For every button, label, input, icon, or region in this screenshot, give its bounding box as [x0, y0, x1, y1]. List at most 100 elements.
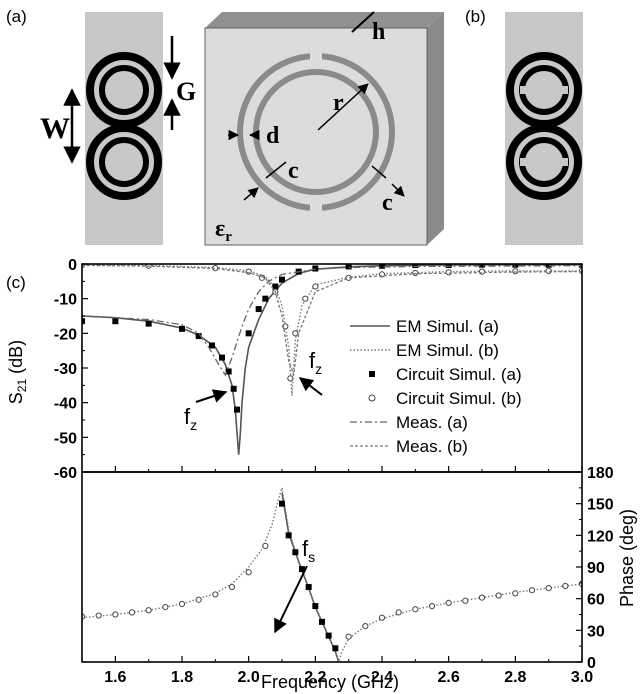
y-tick-label: -20	[54, 326, 77, 343]
data-point-square	[219, 354, 225, 361]
series-meas-a	[82, 265, 582, 377]
fz-annotation-left: fz	[184, 389, 228, 433]
phase-plot: 0 30 60 90 120 150 180 1.6 1.8 2.0 2.2 2.4 2.6 2.8 3.0	[81, 465, 614, 686]
legend-label: Meas. (b)	[396, 437, 468, 456]
data-point-square	[292, 549, 299, 556]
x-axis-label: Frequency (GHz)	[261, 672, 399, 692]
x-tick-label: 2.4	[371, 669, 393, 686]
data-point-square	[319, 618, 325, 625]
data-point-circle	[292, 330, 299, 337]
data-point-circle	[345, 633, 352, 640]
data-point-square	[225, 368, 232, 375]
data-point-circle	[112, 611, 119, 618]
data-point-square	[245, 330, 252, 337]
y-tick-label: -60	[54, 465, 77, 482]
data-point-circle	[262, 542, 269, 549]
data-point-circle	[178, 600, 186, 608]
data-point-circle	[462, 597, 469, 604]
dim-label-G: G	[176, 77, 196, 106]
panel-label-c: (c)	[6, 273, 26, 292]
dim-label-c-right: c	[382, 190, 393, 216]
data-point-square	[209, 342, 215, 349]
legend-item: Meas. (b)	[350, 437, 468, 456]
plot-frame	[81, 471, 583, 663]
x-tick-label: 3.0	[571, 669, 593, 686]
data-point-circle	[445, 269, 452, 276]
data-point-square	[299, 566, 305, 573]
c-arrow-right	[391, 183, 405, 197]
panel-b-schematic	[505, 12, 583, 245]
substrate-schematic: h r d c c εr	[204, 11, 444, 246]
data-point-circle	[445, 599, 452, 606]
series-layer	[82, 487, 582, 662]
radius-arrow	[317, 83, 369, 131]
y-tick-label: -50	[54, 430, 77, 447]
data-point-circle	[162, 604, 169, 611]
data-point-circle	[245, 268, 252, 275]
series-circuit-simul-b	[82, 542, 582, 640]
dim-label-h: h	[372, 19, 385, 45]
fz-annotation-right: fz	[298, 348, 323, 396]
data-point-circle	[258, 274, 266, 281]
x-tick-label: 2.0	[238, 669, 260, 686]
data-point-square	[279, 500, 285, 507]
y-tick-label: 30	[587, 623, 605, 640]
data-point-square	[279, 276, 285, 283]
data-point-circle	[302, 295, 309, 302]
legend-label: Meas. (a)	[396, 413, 468, 432]
data-point-circle	[478, 268, 486, 275]
y-tick-label: 120	[587, 528, 614, 545]
data-point-circle	[478, 594, 486, 601]
panel-label-a: (a)	[6, 7, 27, 26]
legend-label: Circuit Simul. (a)	[396, 365, 522, 384]
dim-label-W: W	[40, 112, 70, 145]
bottom-ylabel: Phase (deg)	[617, 509, 637, 607]
data-point-square	[112, 318, 119, 325]
data-point-circle	[287, 375, 294, 382]
fz-label-right: fz	[309, 348, 322, 377]
ring-resonator-lower	[506, 124, 582, 200]
c-arrow-left	[243, 187, 259, 201]
data-point-square	[332, 645, 339, 652]
data-point-circle	[412, 606, 419, 613]
data-point-circle	[412, 269, 419, 277]
data-point-square	[445, 264, 452, 269]
y-tick-label: -30	[54, 361, 77, 378]
x-tick-label: 1.8	[171, 669, 193, 686]
data-point-circle	[362, 623, 369, 630]
series-meas-b	[82, 264, 582, 376]
series-layer	[82, 264, 582, 455]
data-point-circle	[228, 583, 236, 591]
data-point-square	[255, 306, 262, 313]
legend-item: Meas. (a)	[350, 413, 468, 432]
substrate-top-face	[205, 12, 444, 28]
ring-resonator-upper	[506, 52, 582, 128]
data-point-circle	[128, 609, 136, 616]
strip-segment	[85, 163, 163, 245]
ring-resonator-upper	[86, 52, 162, 128]
legend-label: EM Simul. (b)	[396, 341, 499, 360]
data-point-square	[312, 603, 319, 610]
strip-segment	[505, 12, 583, 90]
legend-label: EM Simul. (a)	[396, 317, 499, 336]
panel-a-schematic: W G	[40, 12, 196, 245]
data-point-circle	[428, 602, 436, 610]
data-point-circle	[282, 323, 289, 330]
y-tick-label: 0	[587, 655, 596, 672]
x-tick-label: 2.6	[438, 669, 460, 686]
data-point-circle	[512, 590, 519, 597]
dim-label-c-left: c	[288, 158, 299, 184]
fs-label: fs	[302, 536, 315, 565]
data-point-square	[305, 584, 312, 591]
ring-resonator-lower	[86, 124, 162, 200]
data-point-square	[262, 295, 269, 302]
top-ylabel: S21 (dB)	[6, 340, 29, 404]
data-point-square	[379, 264, 385, 269]
data-point-circle	[145, 607, 152, 614]
y-tick-label: 180	[587, 465, 614, 482]
series-circuit-simul-a	[279, 500, 339, 652]
data-point-square	[230, 385, 237, 392]
data-point-circle	[512, 268, 519, 275]
data-point-circle	[545, 267, 552, 275]
